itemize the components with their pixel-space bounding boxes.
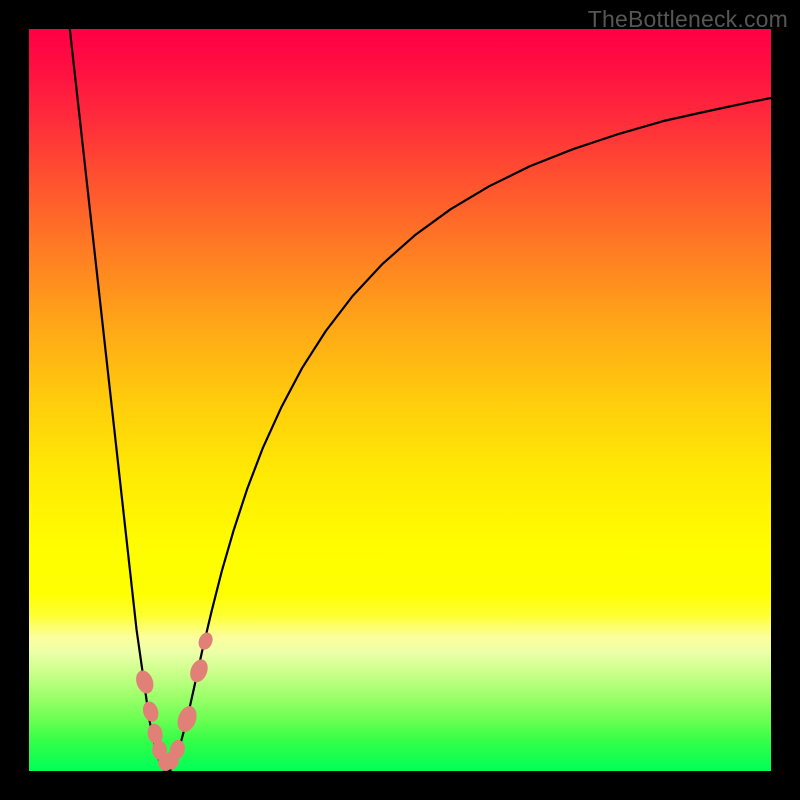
watermark-text: TheBottleneck.com: [588, 6, 788, 33]
plot-area: [29, 29, 771, 771]
bottleneck-curve-layer: [29, 29, 771, 771]
curve-marker-dot: [187, 657, 211, 685]
chart-container: TheBottleneck.com: [0, 0, 800, 800]
curve-marker-dot: [174, 703, 200, 734]
bottleneck-curve: [70, 29, 771, 771]
curve-marker-dot: [196, 630, 215, 652]
curve-marker-dot: [140, 699, 161, 723]
curve-marker-dot: [133, 668, 156, 696]
